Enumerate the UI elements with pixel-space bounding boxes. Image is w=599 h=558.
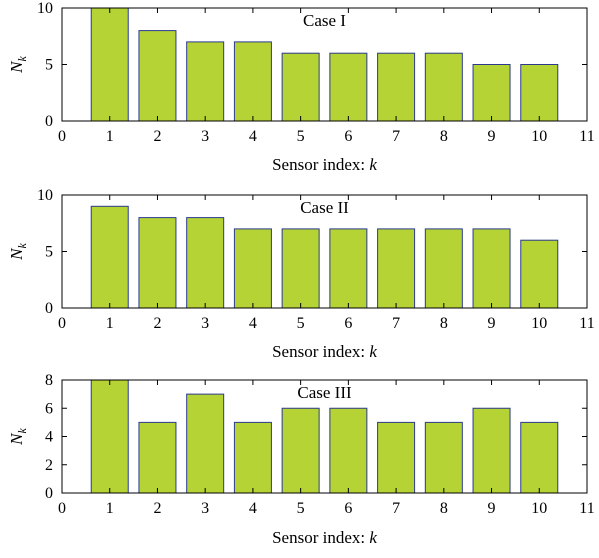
x-tick-label: 11 bbox=[579, 315, 594, 332]
x-tick-label: 3 bbox=[201, 128, 209, 145]
x-tick-label: 9 bbox=[488, 128, 496, 145]
x-tick-label: 0 bbox=[58, 128, 66, 145]
bar-6 bbox=[329, 228, 368, 309]
y-tick-label: 8 bbox=[45, 372, 53, 389]
x-tick-label: 11 bbox=[579, 500, 594, 517]
bar-7 bbox=[377, 52, 416, 122]
bar-9 bbox=[472, 407, 511, 494]
bar-4 bbox=[233, 228, 272, 309]
y-axis-label: Nk bbox=[7, 55, 29, 73]
x-tick-label: 9 bbox=[488, 500, 496, 517]
x-tick-label: 6 bbox=[344, 500, 352, 517]
x-tick-label: 5 bbox=[297, 128, 305, 145]
x-tick-label: 3 bbox=[201, 500, 209, 517]
chart-panel-3: 0 1 2 3 4 5 6 7 8 9 10 11 0 2 4 6 8 Case III Sensor index:… bbox=[7, 372, 595, 547]
x-tick-label: 7 bbox=[392, 128, 400, 145]
x-tick-label: 4 bbox=[249, 315, 257, 332]
bar-6 bbox=[329, 52, 368, 122]
x-tick-label: 8 bbox=[440, 128, 448, 145]
x-tick-label: 10 bbox=[531, 128, 547, 145]
bar-2 bbox=[138, 421, 177, 494]
bar-7 bbox=[377, 421, 416, 494]
bar-3 bbox=[186, 41, 225, 122]
bar-4 bbox=[233, 421, 272, 494]
y-tick-label: 4 bbox=[45, 429, 53, 446]
x-tick-label: 5 bbox=[297, 315, 305, 332]
x-axis-label: Sensor index: k bbox=[272, 342, 377, 361]
bar-9 bbox=[472, 64, 511, 122]
y-tick-label: 10 bbox=[37, 0, 53, 17]
x-tick-label: 5 bbox=[297, 500, 305, 517]
bar-7 bbox=[377, 228, 416, 309]
bar-1 bbox=[90, 7, 129, 122]
y-axis-label: Nk bbox=[7, 242, 29, 260]
y-axis-label: Nk bbox=[7, 427, 29, 445]
x-tick-label: 2 bbox=[153, 500, 161, 517]
chart-panel-1: 0 1 2 3 4 5 6 7 8 9 10 11 0 5 10 Case I Sensor index: k N… bbox=[7, 0, 595, 174]
x-tick-label: 4 bbox=[249, 500, 257, 517]
y-tick-label: 5 bbox=[45, 244, 53, 261]
x-tick-label: 10 bbox=[531, 315, 547, 332]
x-tick-label: 6 bbox=[344, 315, 352, 332]
x-tick-label: 8 bbox=[440, 315, 448, 332]
bar-5 bbox=[281, 407, 320, 494]
x-tick-label: 7 bbox=[392, 315, 400, 332]
x-tick-label: 0 bbox=[58, 500, 66, 517]
x-tick-label: 4 bbox=[249, 128, 257, 145]
bar-8 bbox=[424, 52, 463, 122]
bar-1 bbox=[90, 379, 129, 494]
bar-8 bbox=[424, 421, 463, 494]
x-tick-label: 1 bbox=[106, 500, 114, 517]
bar-9 bbox=[472, 228, 511, 309]
x-tick-label: 0 bbox=[58, 315, 66, 332]
case-annotation: Case II bbox=[300, 198, 349, 217]
bar-8 bbox=[424, 228, 463, 309]
x-tick-label: 2 bbox=[153, 128, 161, 145]
bar-5 bbox=[281, 52, 320, 122]
x-tick-label: 6 bbox=[344, 128, 352, 145]
x-tick-label: 8 bbox=[440, 500, 448, 517]
bar-10 bbox=[520, 64, 559, 122]
bar-10 bbox=[520, 421, 559, 494]
bar-10 bbox=[520, 239, 559, 309]
y-tick-label: 6 bbox=[45, 400, 53, 417]
bar-6 bbox=[329, 407, 368, 494]
y-tick-label: 2 bbox=[45, 457, 53, 474]
y-tick-label: 0 bbox=[45, 300, 53, 317]
bar-5 bbox=[281, 228, 320, 309]
case-annotation: Case I bbox=[303, 11, 346, 30]
x-axis-label: Sensor index: k bbox=[272, 155, 377, 174]
x-tick-label: 1 bbox=[106, 128, 114, 145]
y-tick-label: 0 bbox=[45, 485, 53, 502]
x-tick-label: 1 bbox=[106, 315, 114, 332]
y-tick-label: 10 bbox=[37, 187, 53, 204]
y-tick-label: 5 bbox=[45, 57, 53, 74]
bar-2 bbox=[138, 30, 177, 122]
y-tick-label: 0 bbox=[45, 113, 53, 130]
bar-4 bbox=[233, 41, 272, 122]
x-tick-label: 10 bbox=[531, 500, 547, 517]
x-tick-label: 2 bbox=[153, 315, 161, 332]
x-tick-label: 7 bbox=[392, 500, 400, 517]
x-tick-label: 11 bbox=[579, 128, 594, 145]
x-axis-label: Sensor index: k bbox=[272, 528, 377, 547]
case-annotation: Case III bbox=[297, 383, 352, 402]
x-tick-label: 9 bbox=[488, 315, 496, 332]
bar-3 bbox=[186, 393, 225, 494]
x-tick-label: 3 bbox=[201, 315, 209, 332]
bar-3 bbox=[186, 217, 225, 309]
chart-panel-2: 0 1 2 3 4 5 6 7 8 9 10 11 0 5 10 Case II Sensor index: k… bbox=[7, 187, 595, 361]
bar-2 bbox=[138, 217, 177, 309]
bar-1 bbox=[90, 205, 129, 309]
